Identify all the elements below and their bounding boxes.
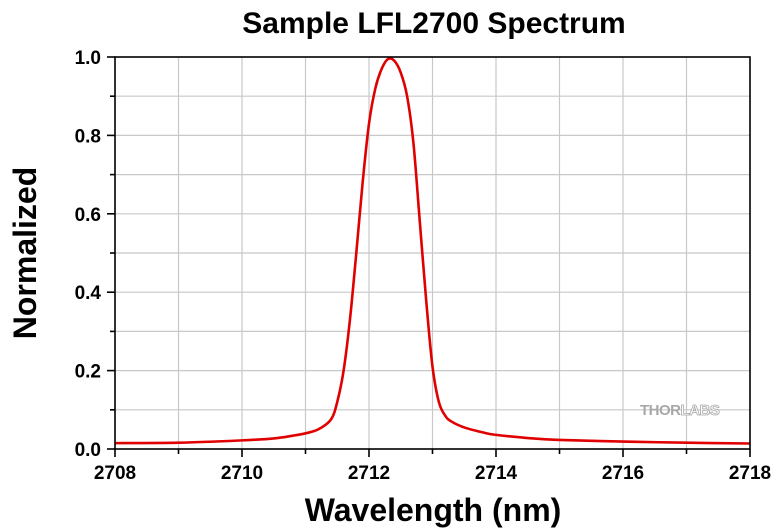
thorlabs-watermark: THORLABS (640, 402, 721, 420)
y-tick-label: 0.8 (75, 126, 101, 147)
y-axis-title: Normalized (7, 167, 43, 339)
y-tick-label: 0.0 (75, 440, 101, 461)
x-axis-title: Wavelength (nm) (305, 492, 562, 528)
x-tick-label: 2708 (94, 463, 136, 484)
x-tick-label: 2718 (729, 463, 771, 484)
grid-layer (115, 57, 750, 449)
spectrum-line (114, 57, 751, 445)
series-layer (114, 57, 751, 445)
x-tick-label: 2716 (602, 463, 644, 484)
ticks-layer: 2708 2710 2712 2714 2716 2718 0.0 0.2 0.4 0.6 0.8 1… (75, 48, 772, 484)
watermark-labs: LABS (681, 402, 720, 419)
x-tick-label: 2714 (475, 463, 518, 484)
y-tick-label: 0.2 (75, 362, 101, 383)
y-tick-label: 0.6 (75, 205, 101, 226)
x-tick-label: 2710 (221, 463, 263, 484)
watermark-thor: THOR (640, 402, 681, 419)
x-tick-label: 2712 (348, 463, 390, 484)
svg-text:THORLABS: THORLABS (640, 402, 720, 419)
y-tick-label: 1.0 (75, 48, 101, 69)
y-tick-label: 0.4 (75, 283, 102, 304)
chart-title: Sample LFL2700 Spectrum (242, 7, 625, 40)
